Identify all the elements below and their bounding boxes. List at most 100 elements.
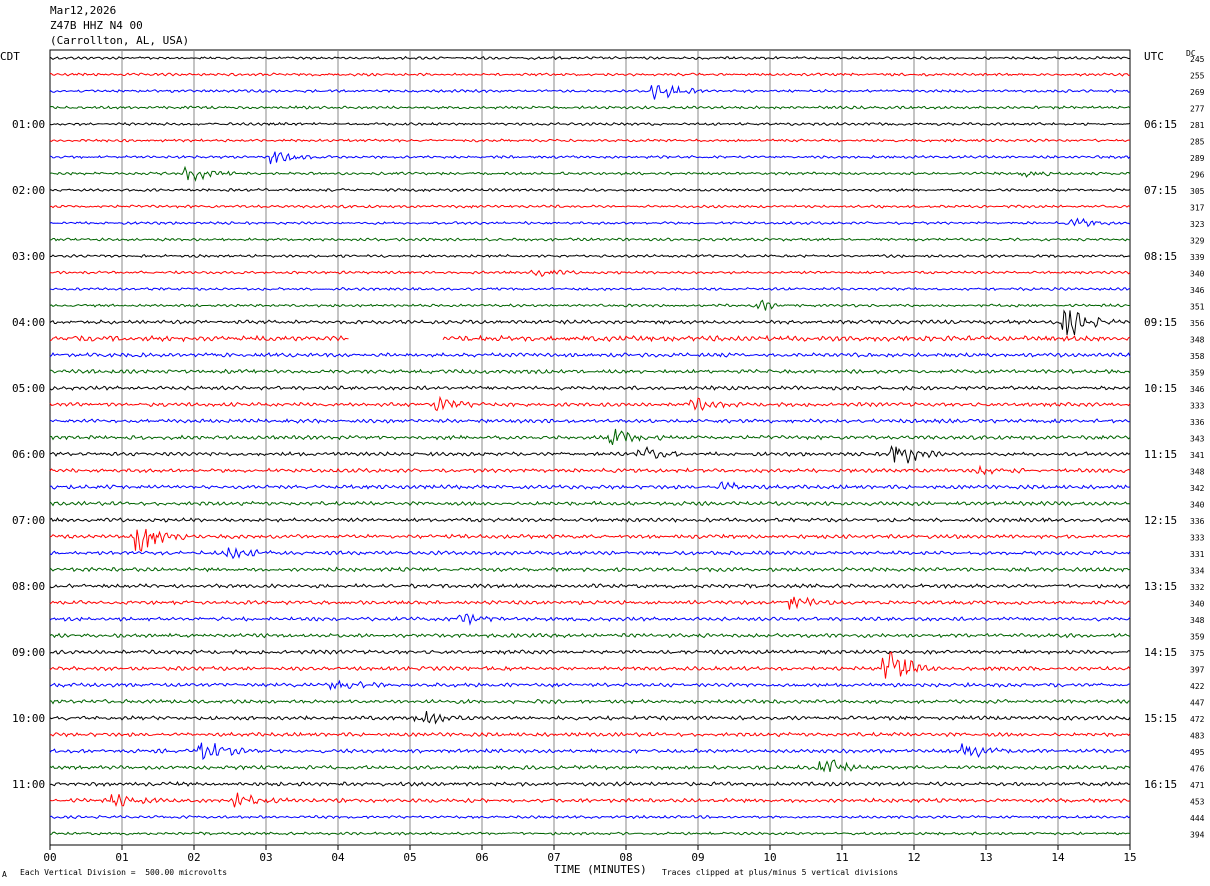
dc-offset-22: 336 (1190, 418, 1205, 427)
trace-4 (49, 121, 1131, 127)
trace-1 (49, 72, 1131, 77)
right-hour-label-7: 13:15 (1144, 580, 1177, 593)
dc-offset-28: 336 (1190, 517, 1205, 526)
dc-offset-42: 495 (1190, 748, 1205, 757)
trace-31 (49, 566, 1131, 573)
trace-26 (49, 481, 1131, 490)
dc-offset-4: 281 (1190, 121, 1205, 130)
dc-offset-1: 255 (1190, 72, 1205, 81)
x-axis-label: TIME (MINUTES) (554, 863, 647, 876)
trace-3 (49, 105, 1131, 110)
plot-frame (49, 49, 1131, 846)
x-tick-label-12: 12 (907, 851, 920, 864)
dc-offset-33: 340 (1190, 600, 1205, 609)
dc-offset-9: 317 (1190, 204, 1205, 213)
trace-39 (49, 698, 1131, 705)
trace-13 (49, 269, 1131, 278)
trace-15 (49, 299, 1130, 311)
right-hour-label-3: 09:15 (1144, 316, 1177, 329)
trace-29 (49, 528, 1131, 552)
x-tick-label-14: 14 (1051, 851, 1065, 864)
left-hour-label-9: 10:00 (12, 712, 45, 725)
left-hour-label-5: 06:00 (12, 448, 45, 461)
trace-19 (49, 368, 1131, 375)
left-timezone-label: CDT (0, 50, 20, 63)
dc-offset-26: 342 (1190, 484, 1205, 493)
x-tick-label-11: 11 (835, 851, 848, 864)
header-station: Z47B HHZ N4 00 (50, 19, 143, 32)
trace-12 (50, 253, 1131, 259)
right-hour-label-4: 10:15 (1144, 382, 1177, 395)
right-hour-label-9: 15:15 (1144, 712, 1177, 725)
trace-30 (49, 547, 1131, 560)
dc-offset-11: 329 (1190, 237, 1205, 246)
header-location: (Carrollton, AL, USA) (50, 34, 190, 47)
header-date: Mar12,2026 (50, 4, 117, 17)
dc-offset-13: 340 (1190, 270, 1205, 279)
x-tick-label-06: 06 (475, 851, 488, 864)
x-tick-label-09: 09 (691, 851, 704, 864)
dc-offset-40: 472 (1190, 715, 1205, 724)
trace-47 (49, 831, 1131, 836)
trace-43 (49, 759, 1131, 773)
dc-offset-30: 331 (1190, 550, 1205, 559)
dc-offset-47: 394 (1190, 831, 1205, 840)
trace-9 (49, 204, 1131, 209)
trace-22 (49, 418, 1131, 424)
x-tick-label-04: 04 (331, 851, 345, 864)
trace-5 (49, 138, 1131, 143)
trace-42 (49, 742, 1131, 761)
right-hour-label-10: 16:15 (1144, 778, 1177, 791)
x-tick-label-15: 15 (1123, 851, 1136, 864)
dc-offset-32: 332 (1190, 583, 1205, 592)
left-hour-label-1: 02:00 (12, 184, 45, 197)
dc-offset-29: 333 (1190, 534, 1205, 543)
right-hour-label-2: 08:15 (1144, 250, 1177, 263)
dc-offset-39: 447 (1190, 699, 1205, 708)
dc-offset-46: 444 (1190, 814, 1205, 823)
trace-8 (49, 187, 1131, 193)
dc-offset-19: 359 (1190, 369, 1205, 378)
trace-27 (49, 500, 1131, 507)
x-tick-label-01: 01 (115, 851, 128, 864)
x-tick-label-10: 10 (763, 851, 776, 864)
dc-offset-2: 269 (1190, 88, 1205, 97)
left-hour-label-8: 09:00 (12, 646, 45, 659)
dc-offset-16: 356 (1190, 319, 1205, 328)
right-hour-label-6: 12:15 (1144, 514, 1177, 527)
dc-offset-6: 289 (1190, 154, 1205, 163)
dc-offset-38: 422 (1190, 682, 1205, 691)
dc-offset-21: 333 (1190, 402, 1205, 411)
corner-mark: A (2, 870, 7, 879)
trace-37 (49, 651, 1131, 679)
dc-offset-23: 343 (1190, 435, 1205, 444)
x-tick-label-08: 08 (619, 851, 632, 864)
trace-25 (49, 464, 1131, 476)
trace-40 (49, 711, 1131, 725)
right-hour-label-8: 14:15 (1144, 646, 1177, 659)
trace-10 (49, 217, 1131, 228)
dc-offset-44: 471 (1190, 781, 1205, 790)
left-hour-label-3: 04:00 (12, 316, 45, 329)
trace-41 (50, 731, 1131, 738)
x-tick-label-02: 02 (187, 851, 200, 864)
dc-offset-31: 334 (1190, 567, 1205, 576)
trace-35 (49, 632, 1131, 639)
x-tick-label-13: 13 (979, 851, 992, 864)
dc-offset-37: 397 (1190, 666, 1205, 675)
trace-23 (49, 428, 1131, 446)
dc-offset-3: 277 (1190, 105, 1205, 114)
trace-17 (49, 334, 1131, 343)
dc-offset-17: 348 (1190, 336, 1205, 345)
dc-offset-27: 340 (1190, 501, 1205, 510)
right-hour-label-1: 07:15 (1144, 184, 1177, 197)
trace-18 (49, 352, 1131, 358)
clip-note: Traces clipped at plus/minus 5 vertical … (662, 868, 899, 877)
trace-46 (49, 814, 1131, 820)
dc-offset-8: 305 (1190, 187, 1205, 196)
trace-6 (49, 151, 1131, 165)
dc-label: DC (1186, 49, 1196, 58)
dc-offset-34: 348 (1190, 616, 1205, 625)
right-hour-label-5: 11:15 (1144, 448, 1177, 461)
trace-16 (49, 309, 1131, 336)
